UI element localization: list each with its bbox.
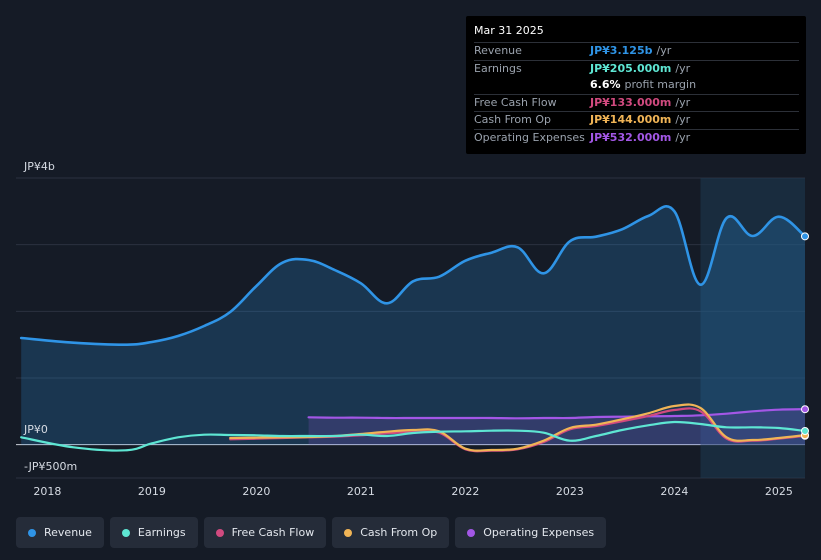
tooltip-row-value: 6.6% [590,78,621,91]
y-axis-bottom-label: -JP¥500m [24,460,77,473]
tooltip-row: Revenue JP¥3.125b/yr [474,42,799,60]
legend-item-operating-expenses[interactable]: Operating Expenses [455,517,607,548]
legend-label: Operating Expenses [483,526,595,539]
tooltip-row-unit: profit margin [624,78,697,91]
legend-item-earnings[interactable]: Earnings [109,517,198,548]
legend-item-free-cash-flow[interactable]: Free Cash Flow [203,517,327,548]
x-tick-label: 2019 [138,485,166,498]
tooltip-row-label: Cash From Op [474,113,552,126]
tooltip-row-unit: /yr [675,61,691,75]
earnings-end-marker [801,427,809,435]
legend-dot-icon [215,528,224,537]
tooltip-row-label: Operating Expenses [474,130,585,144]
tooltip-row: Free Cash Flow JP¥133.000m/yr [474,93,799,112]
tooltip-row: 6.6% profit margin [474,77,799,94]
tooltip-rows: Revenue JP¥3.125b/yr Earnings JP¥205.000m/y… [474,42,799,146]
x-tick-label: 2023 [556,485,584,498]
tooltip-panel: Mar 31 2025 Revenue JP¥3.125b/yr Earnings J… [466,16,806,154]
x-tick-label: 2022 [451,485,479,498]
earnings-line [20,420,807,452]
legend-label: Earnings [137,526,186,539]
tooltip-row-value: JP¥532.000m [590,130,672,144]
x-tick-label: 2021 [347,485,375,498]
tooltip-row: Cash From Op JP¥144.000m/yr [474,111,799,129]
tooltip-row-unit: /yr [675,130,691,144]
legend-label: Revenue [44,526,92,539]
tooltip-row-value: JP¥205.000m [590,61,672,75]
tooltip-row-value: JP¥133.000m [590,95,672,109]
x-tick-label: 2025 [765,485,793,498]
legend-label: Free Cash Flow [231,526,315,539]
legend-dot-icon [467,528,476,537]
x-tick-label: 2024 [660,485,688,498]
legend: Revenue Earnings Free Cash Flow Cash From O… [16,517,607,548]
line-layer [19,205,807,453]
legend-item-revenue[interactable]: Revenue [16,517,104,548]
tooltip-row-label: Revenue [474,44,522,57]
x-tick-layer: 2018 2019 2020 2021 2022 2023 2024 2025 [33,485,793,498]
tooltip-row-unit: /yr [675,113,691,126]
y-axis-zero-label: JP¥0 [23,423,48,436]
legend-dot-icon [344,528,353,537]
revenue-end-marker [801,232,809,241]
end-dots [801,232,809,440]
revenue-line [19,205,807,347]
tooltip-row: Operating Expenses JP¥532.000m/yr [474,128,799,147]
tooltip-row-unit: /yr [675,95,691,109]
x-tick-label: 2018 [33,485,61,498]
tooltip-row-label [474,77,590,94]
legend-dot-icon [28,528,36,537]
revenue-area [21,206,805,445]
legend-dot-icon [121,528,130,537]
tooltip-row: Earnings JP¥205.000m/yr [474,59,799,78]
x-tick-label: 2020 [242,485,270,498]
tooltip-row-label: Earnings [474,61,522,75]
legend-item-cash-from-op[interactable]: Cash From Op [332,517,450,548]
tooltip-row-value: JP¥3.125b [590,44,653,57]
y-axis-top-label: JP¥4b [23,160,55,173]
legend-label: Cash From Op [360,526,438,539]
operating-expenses-line [307,408,807,420]
tooltip-row-label: Free Cash Flow [474,95,557,109]
tooltip-row-unit: /yr [656,44,672,57]
operating-expenses-end-marker [801,405,809,414]
tooltip-row-value: JP¥144.000m [590,113,672,126]
tooltip-date: Mar 31 2025 [474,24,544,37]
